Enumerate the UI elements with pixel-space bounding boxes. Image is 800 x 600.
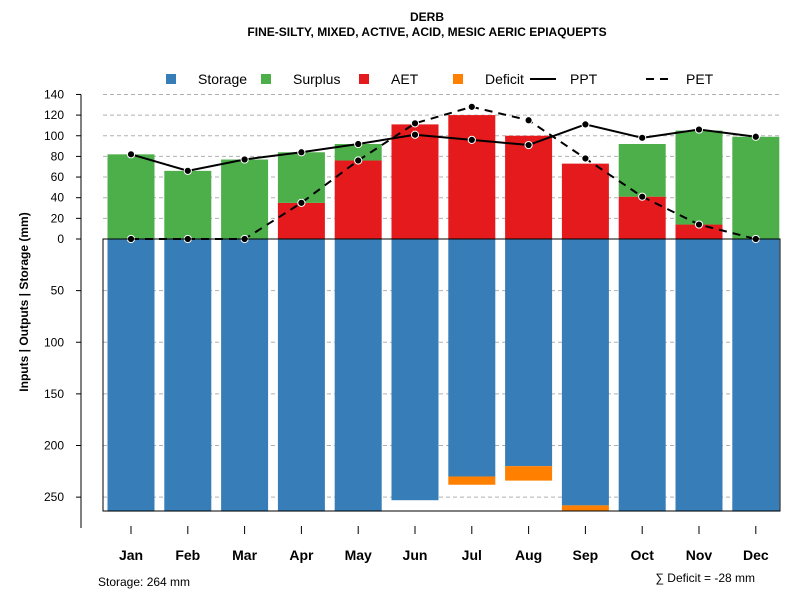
bar-storage — [164, 239, 212, 512]
bar-storage — [391, 239, 439, 501]
bar-storage — [618, 239, 666, 512]
bar-aet — [618, 196, 666, 239]
pet-point — [638, 192, 647, 201]
pet-point — [467, 102, 476, 111]
month-label: Mar — [232, 547, 257, 563]
bar-surplus — [164, 170, 212, 239]
pet-point — [581, 154, 590, 163]
month-label: Jul — [462, 547, 482, 563]
bar-deficit — [505, 466, 553, 481]
deficit-note: ∑ Deficit = -28 mm — [655, 571, 755, 585]
legend-label: PET — [686, 71, 714, 87]
pet-point — [410, 119, 420, 128]
y-tick-label: 120 — [44, 108, 64, 122]
ppt-point — [126, 150, 136, 159]
legend-label: Surplus — [293, 71, 340, 87]
bar-storage — [334, 239, 382, 512]
gridlines — [103, 93, 780, 498]
pet-point — [297, 198, 306, 207]
ppt-point — [524, 140, 533, 150]
bar-aet — [334, 160, 382, 239]
ppt-point — [297, 148, 306, 157]
ppt-point — [354, 139, 363, 149]
bar-surplus — [675, 130, 723, 225]
ppt-point — [410, 130, 420, 139]
ppt-point — [694, 125, 704, 134]
legend-label: AET — [391, 71, 419, 87]
bars — [107, 115, 780, 512]
ppt-point — [638, 133, 647, 142]
y-tick-label: 250 — [44, 490, 64, 504]
pet-point — [694, 220, 704, 229]
storage-note: Storage: 264 mm — [98, 575, 190, 589]
legend-swatch — [359, 74, 369, 84]
month-label: Feb — [175, 547, 200, 563]
bar-storage — [505, 239, 553, 467]
bar-aet — [391, 124, 439, 239]
ppt-point — [751, 132, 760, 141]
y-axis-label: Inputs | Outputs | Storage (mm) — [17, 212, 31, 391]
month-label: Sep — [573, 547, 599, 563]
legend-label: Deficit — [485, 71, 524, 87]
ppt-point — [581, 120, 590, 129]
bar-storage — [732, 239, 780, 512]
bar-storage — [675, 239, 723, 512]
bar-surplus — [277, 152, 325, 203]
bar-storage — [221, 239, 269, 512]
y-tick-label: 100 — [44, 335, 64, 349]
month-label: Oct — [631, 547, 655, 563]
bar-surplus — [107, 154, 155, 239]
pet-point — [354, 156, 363, 165]
month-label: Dec — [743, 547, 769, 563]
chart-title: DERB — [410, 10, 444, 24]
y-tick-label: 150 — [44, 387, 64, 401]
bar-aet — [448, 115, 496, 239]
y-tick-label: 50 — [51, 284, 65, 298]
month-label: Jan — [119, 547, 143, 563]
y-tick-label: 40 — [51, 191, 65, 205]
bar-storage — [107, 239, 155, 512]
ppt-point — [467, 135, 476, 144]
y-tick-label: 0 — [57, 232, 64, 246]
y-tick-label: 100 — [44, 129, 64, 143]
legend: Storage Surplus AET Deficit PPT PET — [166, 71, 714, 87]
y-tick-label: 60 — [51, 170, 65, 184]
bar-surplus — [618, 144, 666, 197]
y-tick-label: 80 — [51, 149, 65, 163]
legend-swatch — [166, 74, 176, 84]
ppt-line — [130, 123, 756, 172]
storage-frame — [102, 238, 781, 512]
month-label: May — [345, 547, 372, 563]
month-label: Nov — [686, 547, 713, 563]
bar-aet — [505, 135, 553, 239]
legend-swatch — [453, 74, 463, 84]
bar-storage — [277, 239, 325, 512]
month-label: Jun — [403, 547, 428, 563]
ppt-point — [183, 166, 192, 175]
bar-storage — [448, 239, 496, 477]
bar-aet — [277, 202, 325, 239]
bar-deficit — [448, 476, 496, 485]
bar-surplus — [732, 136, 780, 239]
y-tick-label: 200 — [44, 439, 64, 453]
legend-swatch — [261, 74, 271, 84]
bar-surplus — [221, 159, 269, 239]
ppt-point — [240, 155, 249, 164]
bar-surplus — [334, 144, 382, 161]
bar-storage — [561, 239, 609, 506]
y-tick-label: 140 — [44, 87, 64, 101]
bar-deficit — [561, 505, 609, 511]
legend-label: PPT — [570, 71, 598, 87]
month-label: Apr — [289, 547, 314, 563]
legend-label: Storage — [198, 71, 247, 87]
chart-subtitle: FINE-SILTY, MIXED, ACTIVE, ACID, MESIC A… — [247, 25, 606, 39]
month-label: Aug — [515, 547, 542, 563]
y-tick-label: 20 — [51, 211, 65, 225]
bar-aet — [561, 163, 609, 239]
pet-point — [524, 116, 533, 125]
